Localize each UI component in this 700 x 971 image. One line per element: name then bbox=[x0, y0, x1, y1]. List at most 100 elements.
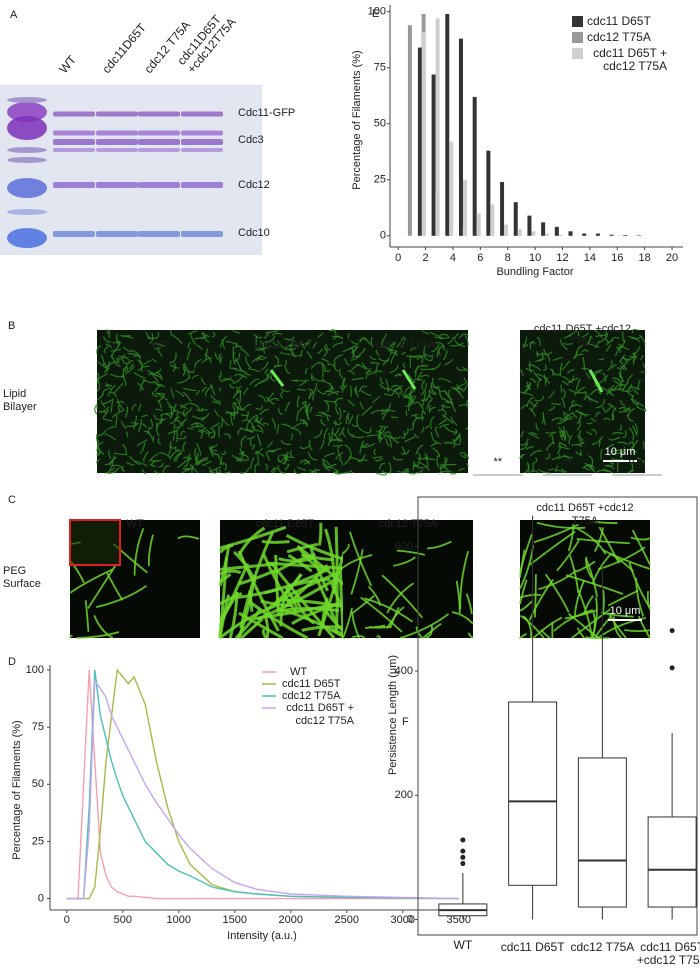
filament bbox=[549, 431, 555, 438]
filament bbox=[551, 454, 561, 461]
filament bbox=[220, 456, 224, 466]
filament bbox=[438, 388, 443, 399]
box bbox=[577, 757, 627, 908]
filament bbox=[290, 433, 293, 441]
filament bbox=[441, 463, 452, 473]
bar bbox=[431, 74, 436, 236]
filament bbox=[587, 395, 592, 403]
filament bbox=[358, 385, 368, 393]
filament bbox=[97, 439, 102, 453]
filament bbox=[611, 451, 622, 455]
filament bbox=[591, 436, 604, 446]
bar bbox=[458, 38, 463, 236]
filament bbox=[177, 459, 189, 469]
scale-bar-label: 10 μm bbox=[610, 605, 641, 617]
filament bbox=[121, 335, 132, 337]
bar bbox=[435, 18, 440, 236]
filament bbox=[155, 408, 163, 412]
filament bbox=[321, 364, 324, 378]
filament bbox=[367, 371, 376, 376]
filament bbox=[559, 430, 564, 441]
filament bbox=[231, 405, 239, 416]
filament bbox=[628, 427, 635, 441]
filament bbox=[295, 410, 299, 421]
filament bbox=[556, 539, 580, 572]
y-tick-label: 600 bbox=[395, 541, 413, 553]
filament bbox=[104, 384, 113, 387]
filament bbox=[113, 382, 124, 394]
filament bbox=[608, 384, 615, 392]
filament bbox=[441, 414, 454, 424]
column-label: WT bbox=[126, 518, 144, 530]
filament bbox=[266, 392, 275, 403]
filament bbox=[249, 378, 260, 386]
filament bbox=[141, 422, 148, 428]
filament bbox=[423, 345, 428, 360]
filament bbox=[96, 345, 102, 354]
filament bbox=[409, 354, 412, 368]
filament bbox=[439, 337, 449, 340]
filament bbox=[408, 471, 418, 475]
filament bbox=[141, 414, 148, 418]
filament bbox=[113, 452, 128, 456]
filament bbox=[415, 444, 424, 455]
ladder-band bbox=[7, 228, 47, 248]
filament bbox=[364, 597, 414, 623]
filament bbox=[458, 333, 464, 339]
filament bbox=[247, 368, 261, 373]
filament bbox=[316, 389, 327, 395]
gel-band bbox=[138, 182, 180, 188]
box bbox=[647, 816, 697, 908]
filament bbox=[276, 424, 280, 435]
filament bbox=[269, 449, 277, 453]
filament bbox=[365, 370, 372, 374]
filament bbox=[284, 401, 291, 412]
filament bbox=[106, 572, 124, 601]
filament bbox=[632, 425, 638, 437]
filament bbox=[533, 371, 543, 381]
micrograph bbox=[343, 520, 473, 638]
filament bbox=[242, 454, 249, 461]
legend-label: cdc11 D65T bbox=[282, 678, 341, 690]
bar bbox=[486, 150, 491, 236]
filament bbox=[389, 342, 396, 356]
filament bbox=[630, 536, 651, 541]
filament bbox=[284, 359, 287, 367]
filament bbox=[141, 468, 147, 475]
filament bbox=[265, 373, 272, 379]
filament bbox=[105, 382, 112, 390]
filament bbox=[412, 464, 420, 467]
filament bbox=[323, 369, 331, 372]
filament bbox=[222, 462, 228, 471]
filament bbox=[315, 414, 324, 417]
filament bbox=[200, 412, 210, 422]
filament bbox=[205, 348, 209, 361]
filament bbox=[237, 428, 242, 436]
outlier bbox=[460, 848, 466, 854]
filament bbox=[125, 422, 139, 428]
filament bbox=[173, 409, 188, 416]
filament bbox=[221, 338, 226, 350]
filament bbox=[185, 407, 192, 414]
filament bbox=[239, 427, 254, 433]
filament bbox=[220, 355, 223, 364]
filament bbox=[274, 554, 281, 616]
filament bbox=[561, 360, 571, 371]
filament bbox=[87, 563, 117, 609]
filament bbox=[153, 346, 161, 350]
filament bbox=[639, 334, 646, 346]
filament bbox=[585, 371, 591, 380]
filament bbox=[165, 413, 172, 418]
filament bbox=[194, 448, 199, 462]
filament bbox=[520, 438, 529, 446]
filament bbox=[561, 430, 566, 438]
filament bbox=[170, 388, 175, 399]
filament bbox=[456, 383, 464, 392]
filament bbox=[390, 385, 400, 389]
filament bbox=[174, 419, 181, 425]
gel-band bbox=[96, 111, 138, 117]
filament bbox=[180, 402, 189, 409]
filament bbox=[604, 330, 608, 338]
bar bbox=[517, 229, 522, 236]
